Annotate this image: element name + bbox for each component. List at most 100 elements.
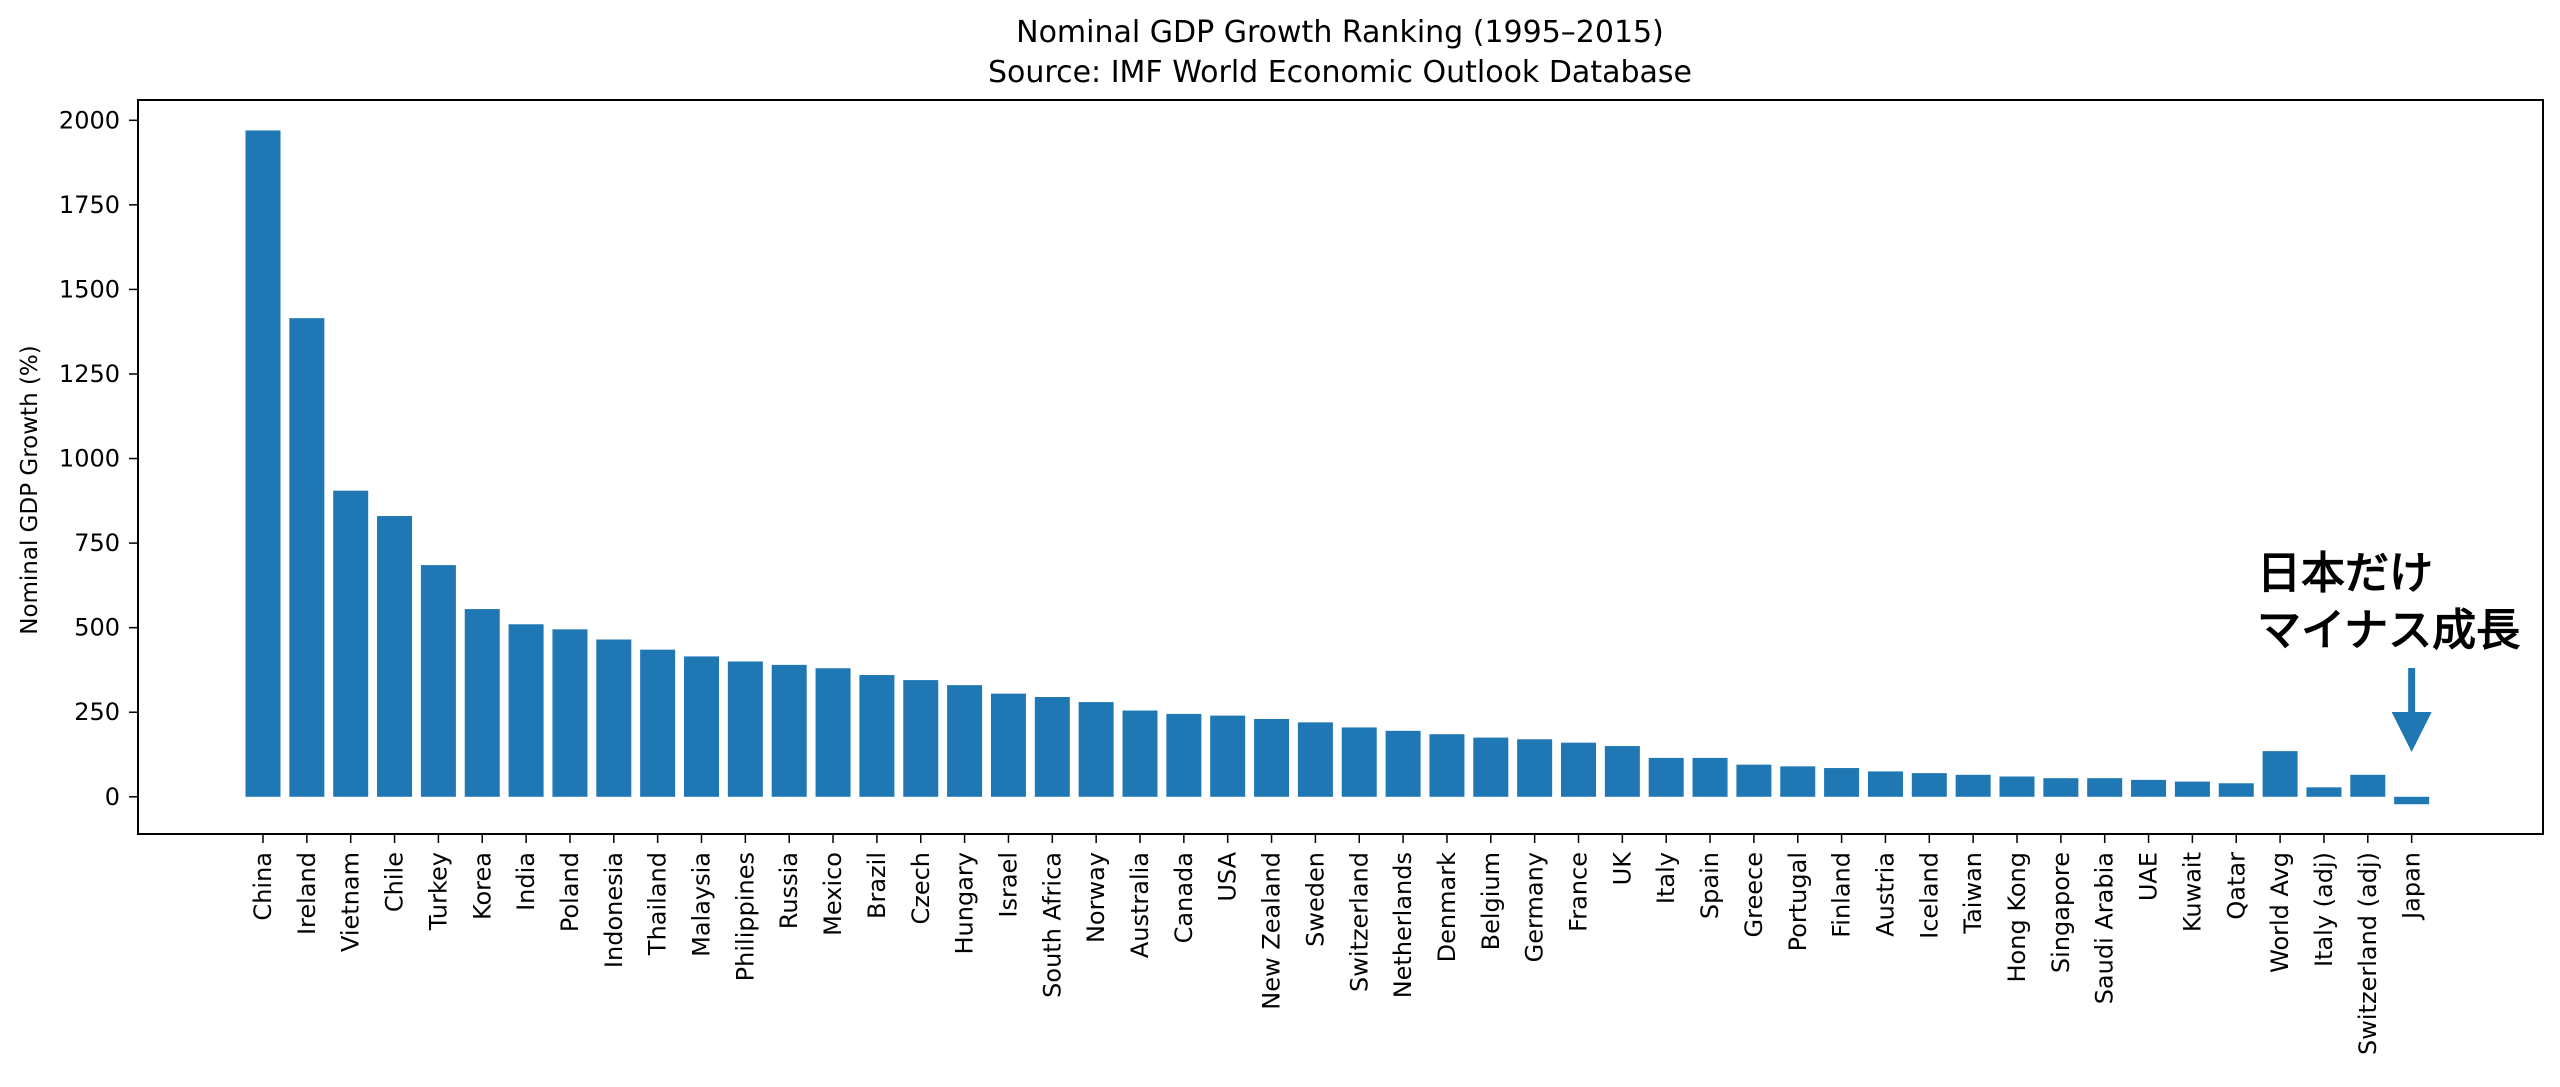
chart-subtitle: Source: IMF World Economic Outlook Datab… xyxy=(988,55,1692,90)
bar xyxy=(1911,773,1947,797)
x-tick-label: Turkey xyxy=(424,852,452,931)
chart-title: Nominal GDP Growth Ranking (1995–2015) xyxy=(1016,15,1664,50)
bar xyxy=(377,516,413,797)
x-tick-label: Italy (adj) xyxy=(2310,852,2338,967)
y-tick-label: 750 xyxy=(74,529,120,557)
x-tick-label: Hong Kong xyxy=(2003,852,2031,982)
bar xyxy=(1341,727,1377,797)
annotation-line-1: 日本だけ xyxy=(2257,548,2433,599)
y-tick-label: 1500 xyxy=(59,275,120,303)
x-tick-label: Qatar xyxy=(2222,852,2250,920)
bar xyxy=(2350,774,2386,797)
x-tick-label: Indonesia xyxy=(600,852,628,968)
bar xyxy=(1385,730,1421,797)
x-tick-label: Belgium xyxy=(1477,852,1505,950)
x-tick-label: Kuwait xyxy=(2178,852,2206,932)
bar xyxy=(727,661,763,797)
x-tick-label: Singapore xyxy=(2047,852,2075,973)
bar xyxy=(420,565,456,797)
bar xyxy=(1648,757,1684,797)
x-tick-label: Russia xyxy=(775,852,803,929)
bar xyxy=(859,675,895,797)
x-tick-label: Poland xyxy=(556,852,584,932)
bar xyxy=(1473,737,1509,797)
x-tick-label: Greece xyxy=(1740,852,1768,937)
y-tick-label: 1000 xyxy=(59,445,120,473)
x-tick-label: Spain xyxy=(1696,852,1724,919)
y-axis: 0 250 500 750 1000 1250 1500 1750 2000 xyxy=(59,106,138,811)
bar xyxy=(1692,757,1728,797)
bar xyxy=(2262,751,2298,797)
x-tick-label: Japan xyxy=(2398,852,2426,921)
bar xyxy=(1955,774,1991,797)
bar xyxy=(552,629,588,797)
x-tick-label: India xyxy=(512,852,540,911)
bar xyxy=(2306,787,2342,797)
x-tick-label: Iceland xyxy=(1915,852,1943,939)
bar xyxy=(596,639,632,797)
y-tick-label: 1750 xyxy=(59,191,120,219)
x-tick-label: Brazil xyxy=(863,852,891,919)
x-tick-label: World Avg xyxy=(2266,852,2294,973)
x-tick-label: USA xyxy=(1214,851,1242,901)
x-tick-label: China xyxy=(249,852,277,921)
bar xyxy=(333,490,369,797)
y-axis-label: Nominal GDP Growth (%) xyxy=(17,345,43,635)
x-tick-label: Denmark xyxy=(1433,852,1461,962)
x-tick-label: Austria xyxy=(1871,852,1899,937)
bar xyxy=(1034,697,1070,797)
x-tick-label: Chile xyxy=(381,852,409,912)
bar xyxy=(2394,796,2430,805)
bar xyxy=(1999,776,2035,797)
bar xyxy=(1780,766,1816,797)
bar xyxy=(2043,778,2079,797)
x-tick-label: Saudi Arabia xyxy=(2091,852,2119,1004)
bar xyxy=(1517,739,1553,797)
bar xyxy=(1736,764,1772,797)
x-tick-label: New Zealand xyxy=(1258,852,1286,1010)
bar xyxy=(947,685,983,797)
bar xyxy=(508,624,544,797)
bar xyxy=(289,318,325,797)
x-tick-label: UAE xyxy=(2135,852,2163,901)
bar xyxy=(771,664,807,797)
x-tick-label: Taiwan xyxy=(1959,852,1987,935)
x-tick-label: Portugal xyxy=(1784,852,1812,951)
x-tick-label: Mexico xyxy=(819,852,847,936)
y-tick-label: 250 xyxy=(74,698,120,726)
bar xyxy=(1166,713,1202,797)
x-tick-label: Sweden xyxy=(1301,852,1329,947)
x-tick-label: UK xyxy=(1608,851,1636,886)
x-tick-label: Ireland xyxy=(293,852,321,935)
bar xyxy=(2087,778,2123,797)
bar xyxy=(2218,783,2254,797)
bar xyxy=(1210,715,1246,797)
x-tick-label: Norway xyxy=(1082,852,1110,943)
x-tick-label: Israel xyxy=(994,852,1022,918)
bar xyxy=(1254,718,1290,797)
bar xyxy=(1604,746,1640,797)
x-tick-label: Thailand xyxy=(644,852,672,956)
bar xyxy=(2174,781,2210,797)
x-tick-label: Korea xyxy=(468,852,496,920)
bar xyxy=(464,609,500,797)
bars xyxy=(245,130,2430,805)
y-tick-label: 2000 xyxy=(59,106,120,134)
bar xyxy=(990,693,1026,797)
bar xyxy=(1561,742,1596,797)
x-tick-label: France xyxy=(1565,852,1593,932)
x-tick-label: Switzerland xyxy=(1345,852,1373,992)
bar xyxy=(684,656,719,797)
x-tick-label: Hungary xyxy=(951,852,979,954)
japan-annotation: 日本だけ マイナス成長 xyxy=(2257,548,2521,752)
x-tick-label: Italy xyxy=(1652,852,1680,904)
y-tick-label: 1250 xyxy=(59,360,120,388)
bar xyxy=(1429,734,1465,797)
bar xyxy=(903,680,939,797)
x-tick-label: Australia xyxy=(1126,852,1154,958)
x-tick-label: South Africa xyxy=(1038,852,1066,998)
bar xyxy=(1867,771,1903,797)
y-tick-label: 500 xyxy=(74,614,120,642)
bar xyxy=(1824,768,1860,797)
x-tick-label: Malaysia xyxy=(688,852,716,957)
